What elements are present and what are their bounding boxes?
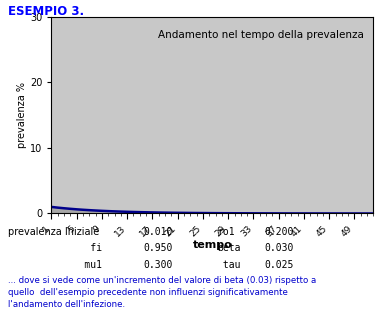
Text: 0.200: 0.200 (265, 227, 294, 237)
Text: 0.010: 0.010 (143, 227, 172, 237)
Text: 0.025: 0.025 (265, 260, 294, 270)
Text: Andamento nel tempo della prevalenza: Andamento nel tempo della prevalenza (158, 30, 364, 40)
Y-axis label: prevalenza %: prevalenza % (17, 82, 27, 148)
Text: ... dove si vede come un'incremento del valore di beta (0.03) rispetto a
quello : ... dove si vede come un'incremento del … (8, 276, 316, 309)
Text: tau: tau (217, 260, 241, 270)
Text: ro1: ro1 (217, 227, 235, 237)
Text: beta: beta (217, 243, 241, 253)
Text: 0.950: 0.950 (143, 243, 172, 253)
Text: prevalenza Iniziale: prevalenza Iniziale (8, 227, 99, 237)
X-axis label: tempo: tempo (192, 240, 232, 250)
Text: fi: fi (8, 243, 102, 253)
Text: 0.300: 0.300 (143, 260, 172, 270)
Text: 0.030: 0.030 (265, 243, 294, 253)
Text: mu1: mu1 (8, 260, 102, 270)
Text: ESEMPIO 3.: ESEMPIO 3. (8, 5, 84, 18)
